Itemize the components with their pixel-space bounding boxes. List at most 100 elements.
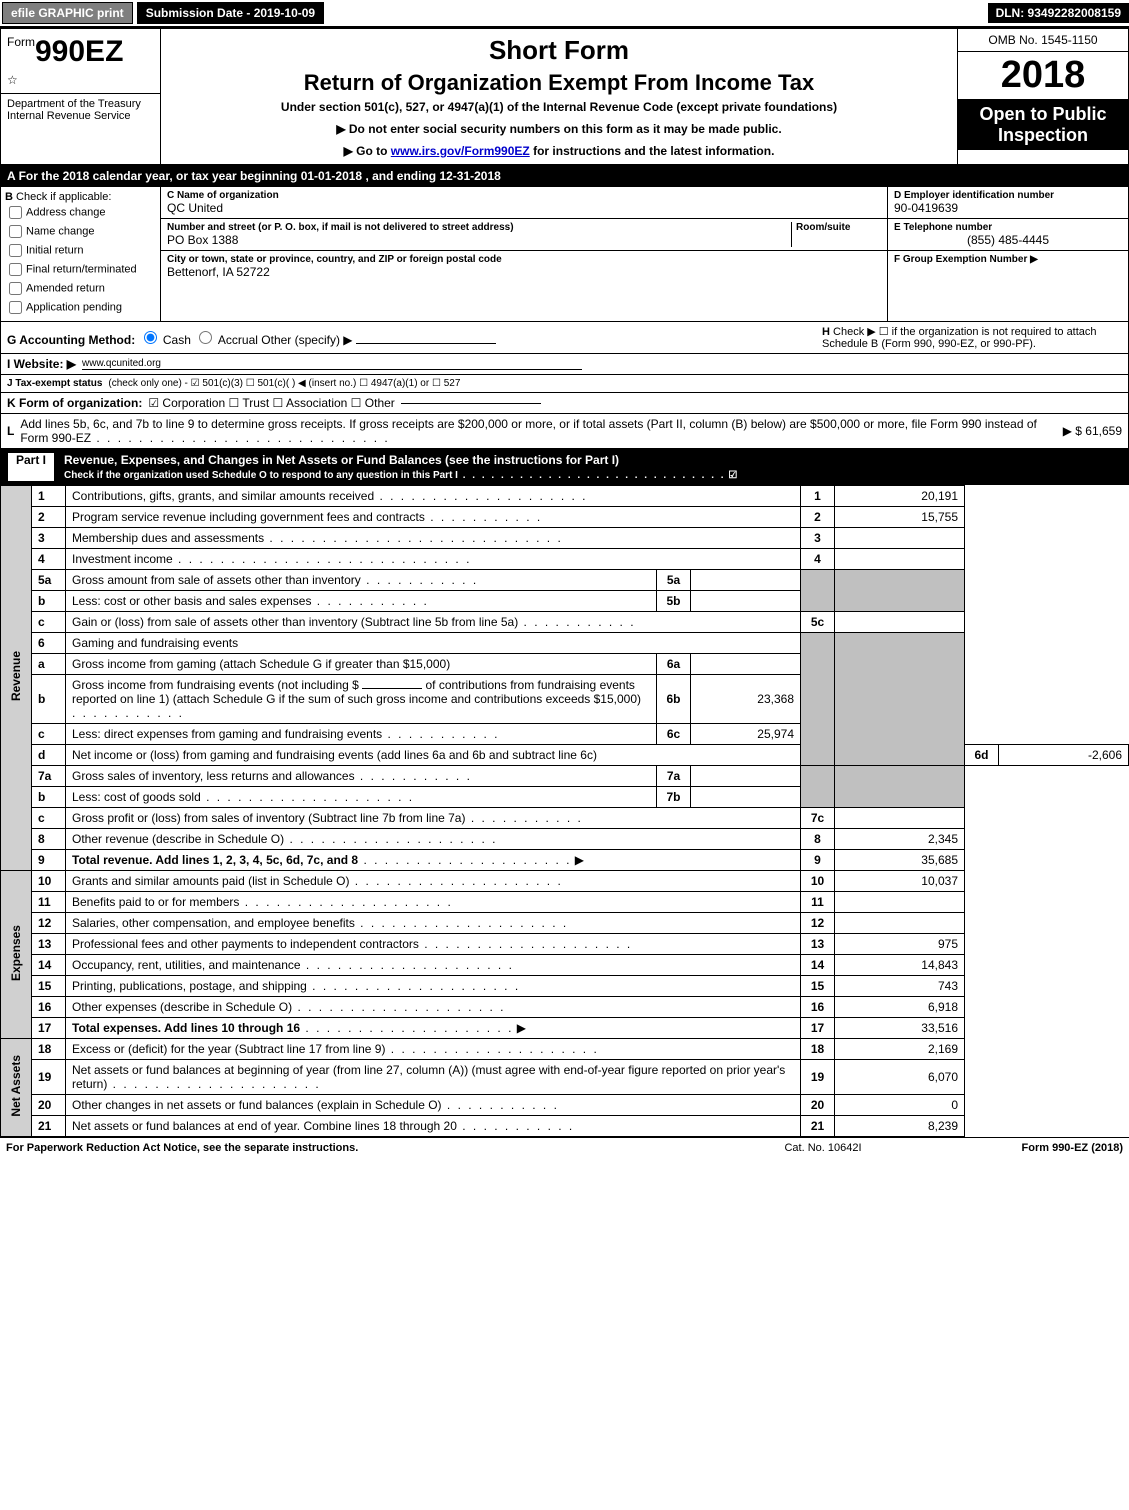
directive-2: ▶ Go to www.irs.gov/Form990EZ for instru…	[167, 144, 951, 158]
box-d-e-f: D Employer identification number 90-0419…	[888, 187, 1128, 321]
efile-print-button[interactable]: efile GRAPHIC print	[2, 2, 133, 24]
amt-18: 2,169	[835, 1039, 965, 1060]
row-j: J Tax-exempt status (check only one) - ☑…	[0, 375, 1129, 393]
ein-label: D Employer identification number	[894, 190, 1122, 201]
g-label: G Accounting Method:	[7, 333, 135, 347]
line-a-label: A	[7, 169, 15, 183]
amt-10: 10,037	[835, 871, 965, 892]
line-a-end: 12-31-2018	[439, 169, 500, 183]
entity-block: B Check if applicable: Address change Na…	[0, 187, 1129, 322]
addr-label: Number and street (or P. O. box, if mail…	[167, 222, 791, 233]
accounting-cash[interactable]: Cash	[139, 333, 191, 347]
amt-9: 35,685	[835, 850, 965, 871]
line-6: 6 Gaming and fundraising events	[1, 633, 1129, 654]
l-amount: ▶ $ 61,659	[1063, 424, 1122, 438]
sub-7a	[691, 766, 801, 787]
amt-3	[835, 528, 965, 549]
line-3: 3 Membership dues and assessments 3	[1, 528, 1129, 549]
check-amended-return[interactable]: Amended return	[5, 279, 156, 298]
box-c: C Name of organization QC United Number …	[161, 187, 888, 321]
row-g-h: G Accounting Method: Cash Accrual Other …	[0, 322, 1129, 354]
h-block: H Check ▶ ☐ if the organization is not r…	[822, 325, 1122, 350]
form-header: Form990EZ ☆ Department of the Treasury I…	[0, 28, 1129, 165]
expenses-side-label: Expenses	[1, 871, 32, 1039]
directive-1: ▶ Do not enter social security numbers o…	[167, 122, 951, 136]
amt-21: 8,239	[835, 1116, 965, 1137]
group-label: F Group Exemption Number ▶	[894, 254, 1122, 265]
right-col: OMB No. 1545-1150 2018 Open to Public In…	[958, 29, 1128, 164]
short-form-label: Short Form	[167, 35, 951, 66]
amt-19: 6,070	[835, 1060, 965, 1095]
phone-label: E Telephone number	[894, 222, 1122, 233]
part1-body: Revenue 1 Contributions, gifts, grants, …	[0, 485, 1129, 1137]
subtitle: Under section 501(c), 527, or 4947(a)(1)…	[167, 100, 951, 114]
topbar: efile GRAPHIC print Submission Date - 20…	[0, 0, 1129, 28]
amt-17: 33,516	[835, 1018, 965, 1039]
amt-15: 743	[835, 976, 965, 997]
part1-header: Part I Revenue, Expenses, and Changes in…	[0, 449, 1129, 485]
k-opts: ☑ Corporation ☐ Trust ☐ Association ☐ Ot…	[148, 396, 394, 410]
row-i: I Website: ▶ www.qcunited.org	[0, 354, 1129, 375]
sub-5a	[691, 570, 801, 591]
accounting-other-input[interactable]	[356, 343, 496, 344]
amt-12	[835, 913, 965, 934]
dln-badge: DLN: 93492282008159	[988, 3, 1129, 23]
part1-title: Revenue, Expenses, and Changes in Net As…	[64, 453, 619, 467]
check-initial-return[interactable]: Initial return	[5, 241, 156, 260]
amt-13: 975	[835, 934, 965, 955]
check-address-change[interactable]: Address change	[5, 203, 156, 222]
l-label: L	[7, 424, 14, 438]
part1-check: Check if the organization used Schedule …	[64, 470, 737, 481]
check-final-return[interactable]: Final return/terminated	[5, 260, 156, 279]
city-label: City or town, state or province, country…	[167, 254, 881, 265]
l-text: Add lines 5b, 6c, and 7b to line 9 to de…	[20, 417, 1056, 445]
room-label: Room/suite	[796, 222, 881, 233]
box-b-label: B	[5, 191, 13, 203]
check-name-change[interactable]: Name change	[5, 222, 156, 241]
main-title: Return of Organization Exempt From Incom…	[167, 70, 951, 96]
form-prefix: Form	[7, 35, 35, 49]
line-a-mid: , and ending	[365, 169, 439, 183]
sub-6c: 25,974	[691, 724, 801, 745]
dept-treasury: Department of the Treasury Internal Reve…	[1, 93, 160, 126]
amt-5c	[835, 612, 965, 633]
accounting-accrual[interactable]: Accrual	[194, 333, 258, 347]
accounting-other: Other (specify) ▶	[261, 333, 352, 347]
amt-2: 15,755	[835, 507, 965, 528]
org-name: QC United	[167, 201, 881, 215]
j-label: J Tax-exempt status	[7, 378, 102, 389]
6b-contrib-input[interactable]	[362, 688, 422, 689]
row-k: K Form of organization: ☑ Corporation ☐ …	[0, 393, 1129, 414]
line-8: 8 Other revenue (describe in Schedule O)…	[1, 829, 1129, 850]
form-number: 990EZ	[35, 35, 123, 68]
line-5a: 5a Gross amount from sale of assets othe…	[1, 570, 1129, 591]
sub-6b: 23,368	[691, 675, 801, 724]
amt-8: 2,345	[835, 829, 965, 850]
line-7a: 7a Gross sales of inventory, less return…	[1, 766, 1129, 787]
line-13: 13 Professional fees and other payments …	[1, 934, 1129, 955]
irs-link[interactable]: www.irs.gov/Form990EZ	[391, 144, 530, 158]
submission-date-badge: Submission Date - 2019-10-09	[137, 2, 324, 24]
line-21: 21 Net assets or fund balances at end of…	[1, 1116, 1129, 1137]
sub-6a	[691, 654, 801, 675]
amt-11	[835, 892, 965, 913]
name-label: C Name of organization	[167, 190, 881, 201]
j-text: (check only one) - ☑ 501(c)(3) ☐ 501(c)(…	[108, 378, 460, 389]
footer-right: Form 990-EZ (2018)	[923, 1142, 1123, 1154]
line-15: 15 Printing, publications, postage, and …	[1, 976, 1129, 997]
amt-7c	[835, 808, 965, 829]
check-application-pending[interactable]: Application pending	[5, 298, 156, 317]
line-9: 9 Total revenue. Add lines 1, 2, 3, 4, 5…	[1, 850, 1129, 871]
line-a-begin: 01-01-2018	[301, 169, 362, 183]
amt-6d: -2,606	[999, 745, 1129, 766]
ein-value: 90-0419639	[894, 201, 1122, 215]
revenue-side-label: Revenue	[1, 486, 32, 871]
line-17: 17 Total expenses. Add lines 10 through …	[1, 1018, 1129, 1039]
omb-number: OMB No. 1545-1150	[958, 29, 1128, 52]
net-side-label: Net Assets	[1, 1039, 32, 1137]
website-link[interactable]: www.qcunited.org	[82, 358, 582, 370]
i-label: I Website: ▶	[7, 357, 76, 371]
open-inspection: Open to Public Inspection	[958, 100, 1128, 150]
k-other-input[interactable]	[401, 403, 541, 404]
line-4: 4 Investment income 4	[1, 549, 1129, 570]
